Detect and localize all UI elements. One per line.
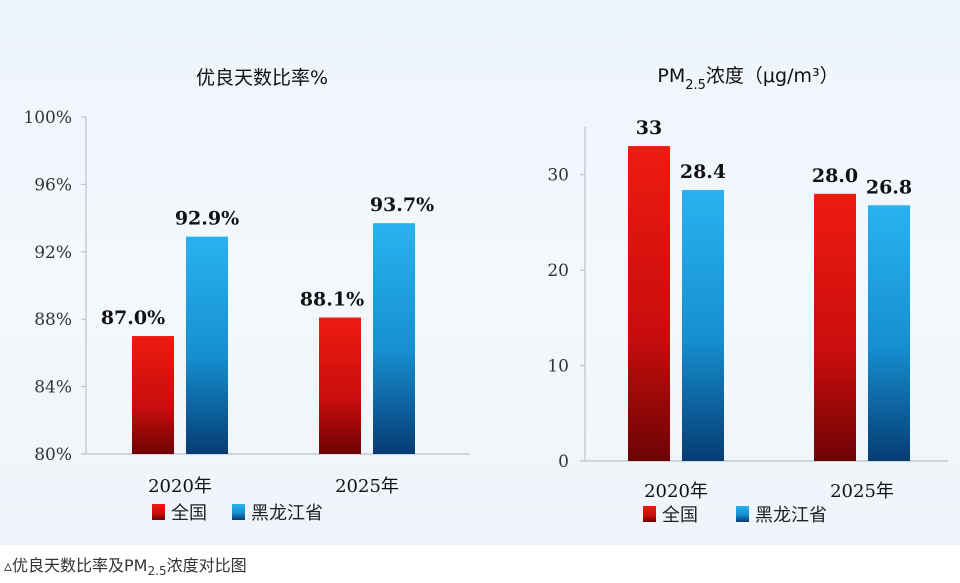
charts-canvas: 优良天数比率% PM2.5浓度（μg/m³） 全国 黑龙江省 全国 黑龙江省 8… (23, 65, 948, 526)
chart2-bar-heilongjiang-1 (868, 205, 910, 461)
chart2-category-label: 2025年 (830, 481, 894, 502)
chart1-title: 优良天数比率% (196, 67, 328, 89)
chart2-data-label: 28.0 (812, 165, 858, 187)
chart1-category-label: 2025年 (335, 476, 399, 497)
chart1-data-label: 87.0% (101, 307, 165, 329)
chart1-legend-national: 全国 (171, 503, 207, 524)
chart2-legend-swatch-heilongjiang (736, 506, 749, 522)
chart1-y-tick-label: 100% (23, 108, 72, 128)
chart1-y-tick-label: 80% (34, 445, 72, 465)
chart2-bar-heilongjiang-0 (682, 189, 724, 462)
caption-subscript: 2.5 (147, 564, 167, 578)
caption-text-before: 优良天数比率及PM (12, 556, 148, 575)
chart1-bar-national-0 (132, 336, 174, 454)
chart1-y-tick-label: 96% (34, 175, 72, 195)
chart2-data-label: 28.4 (680, 161, 726, 183)
chart1-bar-heilongjiang-1 (373, 223, 415, 454)
chart2-y-tick-label: 30 (547, 166, 569, 186)
chart2-data-label: 33 (636, 117, 662, 139)
chart1-category-label: 2020年 (148, 476, 212, 497)
chart2-legend-heilongjiang: 黑龙江省 (755, 505, 827, 526)
chart2-legend-swatch-national (643, 506, 656, 522)
caption-marker-icon: ▵ (4, 556, 13, 575)
chart2-y-tick-label: 0 (558, 452, 569, 472)
chart2-data-label: 26.8 (866, 176, 912, 198)
chart2-title-sub: 2.5 (685, 78, 706, 93)
caption-text-after: 浓度对比图 (166, 556, 247, 575)
chart1-data-label: 93.7% (370, 194, 434, 216)
chart1-legend-heilongjiang: 黑龙江省 (251, 503, 323, 524)
chart2-bar-national-1 (814, 193, 856, 462)
chart1-y-tick-label: 92% (34, 243, 72, 263)
chart2-legend-national: 全国 (662, 505, 698, 526)
chart1-data-label: 88.1% (300, 289, 364, 311)
chart2-y-tick-label: 10 (547, 357, 569, 377)
chart2-bar-national-0 (628, 146, 670, 462)
chart2-title-rest: 浓度（μg/m³） (706, 65, 839, 87)
chart2-category-label: 2020年 (644, 481, 708, 502)
chart1-y-tick-label: 84% (34, 378, 72, 398)
chart2-title-main: PM (657, 65, 685, 87)
chart2-title: PM2.5浓度（μg/m³） (657, 65, 838, 93)
figure-caption: ▵优良天数比率及PM2.5浓度对比图 (4, 552, 247, 578)
chart1-legend-swatch-national (152, 504, 165, 520)
chart2-y-tick-label: 20 (547, 261, 569, 281)
chart1-bar-heilongjiang-0 (186, 236, 228, 454)
chart1-legend-swatch-heilongjiang (232, 504, 245, 520)
chart1-data-label: 92.9% (175, 208, 239, 230)
chart1-y-tick-label: 88% (34, 310, 72, 330)
chart1-bar-national-1 (319, 317, 361, 454)
